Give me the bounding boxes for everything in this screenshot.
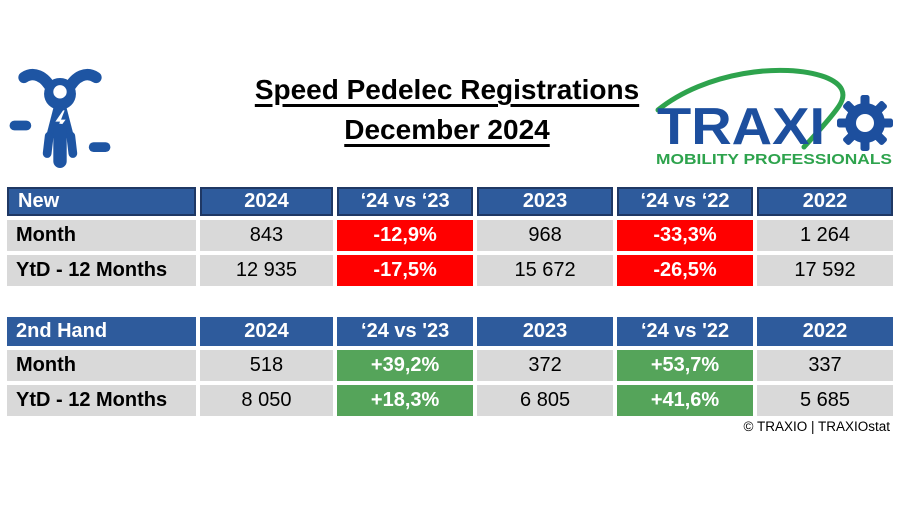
2ndhand-col-24vs23: ‘24 vs '23: [337, 317, 474, 346]
new-ytd-2022: 17 592: [757, 255, 893, 286]
new-month-delta-23: -12,9%: [337, 220, 474, 251]
new-month-2024: 843: [199, 220, 334, 251]
page-title: Speed Pedelec Registrations December 202…: [222, 70, 672, 150]
new-col-2024: 2024: [199, 187, 334, 216]
table-2ndhand-header-row: 2nd Hand 2024 ‘24 vs '23 2023 ‘24 vs '22…: [7, 317, 893, 346]
new-ytd-delta-22: -26,5%: [617, 255, 753, 286]
logo-tagline: MOBILITY PROFESSIONALS: [656, 151, 892, 168]
table-new-title: New: [7, 187, 196, 216]
2ndhand-month-2023: 372: [477, 350, 614, 381]
table-2ndhand: 2nd Hand 2024 ‘24 vs '23 2023 ‘24 vs '22…: [3, 313, 897, 420]
2ndhand-col-24vs22: ‘24 vs '22: [617, 317, 753, 346]
2ndhand-ytd-delta-22: +41,6%: [617, 385, 753, 416]
new-ytd-2024: 12 935: [199, 255, 334, 286]
new-ytd-2023: 15 672: [477, 255, 614, 286]
logo-swoosh: [655, 67, 846, 150]
new-col-24vs23: ‘24 vs ‘23: [337, 187, 474, 216]
table-row: Month 843 -12,9% 968 -33,3% 1 264: [7, 220, 893, 251]
new-month-2023: 968: [477, 220, 614, 251]
title-line-2: December 2024: [344, 113, 550, 145]
table-row: YtD - 12 Months 8 050 +18,3% 6 805 +41,6…: [7, 385, 893, 416]
logo-gear-icon: [837, 95, 893, 151]
title-line-1: Speed Pedelec Registrations: [254, 74, 640, 105]
table-2ndhand-wrapper: 2nd Hand 2024 ‘24 vs '23 2023 ‘24 vs '22…: [3, 313, 897, 420]
new-col-2022: 2022: [757, 187, 893, 216]
2ndhand-ytd-2023: 6 805: [477, 385, 614, 416]
2ndhand-month-delta-23: +39,2%: [337, 350, 474, 381]
2ndhand-month-label: Month: [7, 350, 196, 381]
2ndhand-ytd-2024: 8 050: [199, 385, 334, 416]
logo-brand-text: TRAXI: [657, 98, 825, 156]
2ndhand-col-2024: 2024: [199, 317, 334, 346]
new-col-2023: 2023: [477, 187, 614, 216]
new-ytd-delta-23: -17,5%: [337, 255, 474, 286]
speed-pedelec-icon: [8, 62, 112, 170]
new-ytd-label: YtD - 12 Months: [7, 255, 196, 286]
new-month-delta-22: -33,3%: [617, 220, 753, 251]
new-month-label: Month: [7, 220, 196, 251]
2ndhand-ytd-2022: 5 685: [757, 385, 893, 416]
2ndhand-month-delta-22: +53,7%: [617, 350, 753, 381]
2ndhand-month-2024: 518: [199, 350, 334, 381]
2ndhand-month-2022: 337: [757, 350, 893, 381]
2ndhand-ytd-label: YtD - 12 Months: [7, 385, 196, 416]
2ndhand-col-2022: 2022: [757, 317, 893, 346]
table-row: Month 518 +39,2% 372 +53,7% 337: [7, 350, 893, 381]
table-new: New 2024 ‘24 vs ‘23 2023 ‘24 vs ‘22 2022…: [3, 183, 897, 290]
table-new-wrapper: New 2024 ‘24 vs ‘23 2023 ‘24 vs ‘22 2022…: [3, 183, 897, 290]
2ndhand-ytd-delta-23: +18,3%: [337, 385, 474, 416]
new-month-2022: 1 264: [757, 220, 893, 251]
table-new-header-row: New 2024 ‘24 vs ‘23 2023 ‘24 vs ‘22 2022: [7, 187, 893, 216]
copyright-credit: © TRAXIO | TRAXIOstat: [743, 419, 891, 434]
table-row: YtD - 12 Months 12 935 -17,5% 15 672 -26…: [7, 255, 893, 286]
traxio-logo: TRAXI MOBILITY PROFESSIONALS: [655, 56, 895, 168]
2ndhand-col-2023: 2023: [477, 317, 614, 346]
new-col-24vs22: ‘24 vs ‘22: [617, 187, 753, 216]
table-2ndhand-title: 2nd Hand: [7, 317, 196, 346]
